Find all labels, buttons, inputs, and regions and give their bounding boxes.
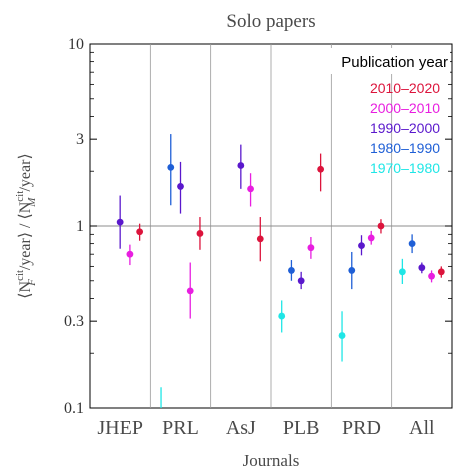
series-layer	[116, 134, 445, 408]
data-point	[167, 163, 175, 171]
y-tick-label: 3	[76, 131, 84, 148]
x-axis-label: Journals	[243, 451, 300, 470]
y-axis-label: ⟨NcitF/year⟩ / ⟨NcitM/year⟩	[14, 153, 38, 298]
category-label: PLB	[283, 417, 320, 439]
data-point	[348, 267, 356, 274]
category-label: AsJ	[226, 417, 256, 439]
data-point	[317, 165, 325, 173]
data-point	[136, 228, 144, 236]
y-label-sup-1: cit	[14, 270, 26, 281]
y-label-sub-1: F	[26, 279, 38, 287]
category-label: PRD	[342, 417, 381, 439]
data-point	[297, 277, 305, 285]
y-label-sub-2: M	[26, 197, 38, 208]
y-tick-label: 10	[68, 36, 84, 53]
data-point	[237, 162, 245, 169]
series-group	[167, 134, 416, 290]
data-point	[288, 267, 295, 274]
data-point	[428, 272, 435, 280]
data-point	[126, 250, 134, 258]
data-point	[358, 242, 365, 250]
data-point	[177, 183, 184, 190]
legend-entry: 1990–2000	[370, 120, 440, 136]
category-label: JHEP	[97, 417, 143, 439]
data-point	[367, 234, 375, 242]
y-tick-label: 0.1	[64, 400, 84, 417]
data-point	[186, 287, 194, 295]
series-group	[136, 153, 445, 278]
chart-title: Solo papers	[226, 11, 315, 32]
data-point	[196, 230, 204, 237]
data-point	[307, 244, 315, 252]
category-label: All	[409, 417, 435, 439]
legend-entry: 1980–1990	[370, 140, 440, 156]
data-point	[338, 332, 346, 339]
y-label-close: /year⟩	[17, 153, 34, 191]
series-group	[116, 144, 426, 290]
legend-entry: 2010–2020	[370, 80, 440, 96]
data-point	[408, 240, 416, 248]
x-axis: JHEP PRL AsJ PLB PRD All	[97, 417, 435, 439]
y-label-sup-2: cit	[14, 191, 26, 202]
series-group	[160, 258, 406, 408]
y-axis: 0.1 0.3 1 3 10	[64, 36, 452, 417]
y-label-open: ⟨N	[17, 280, 34, 298]
legend-entry: 1970–1980	[370, 160, 440, 176]
legend-entries: 2010–2020 2000–2010 1990–2000 1980–1990 1970…	[370, 80, 440, 176]
y-label-mid: /year⟩ / ⟨N	[17, 201, 34, 270]
data-point	[256, 235, 264, 243]
y-tick-label: 0.3	[64, 313, 84, 330]
legend: Publication year 2010–2020 2000–2010 1990–…	[330, 48, 450, 176]
category-label: PRL	[162, 417, 199, 439]
legend-background	[330, 48, 450, 74]
data-point	[116, 218, 124, 226]
data-point	[437, 268, 445, 276]
y-tick-label: 1	[76, 218, 84, 235]
legend-title: Publication year	[341, 54, 448, 71]
data-point	[278, 312, 286, 320]
series-group	[126, 173, 435, 319]
data-point	[398, 268, 406, 276]
data-point	[377, 222, 385, 230]
data-point	[247, 185, 254, 193]
legend-entry: 2000–2010	[370, 100, 440, 116]
data-point	[418, 264, 426, 272]
